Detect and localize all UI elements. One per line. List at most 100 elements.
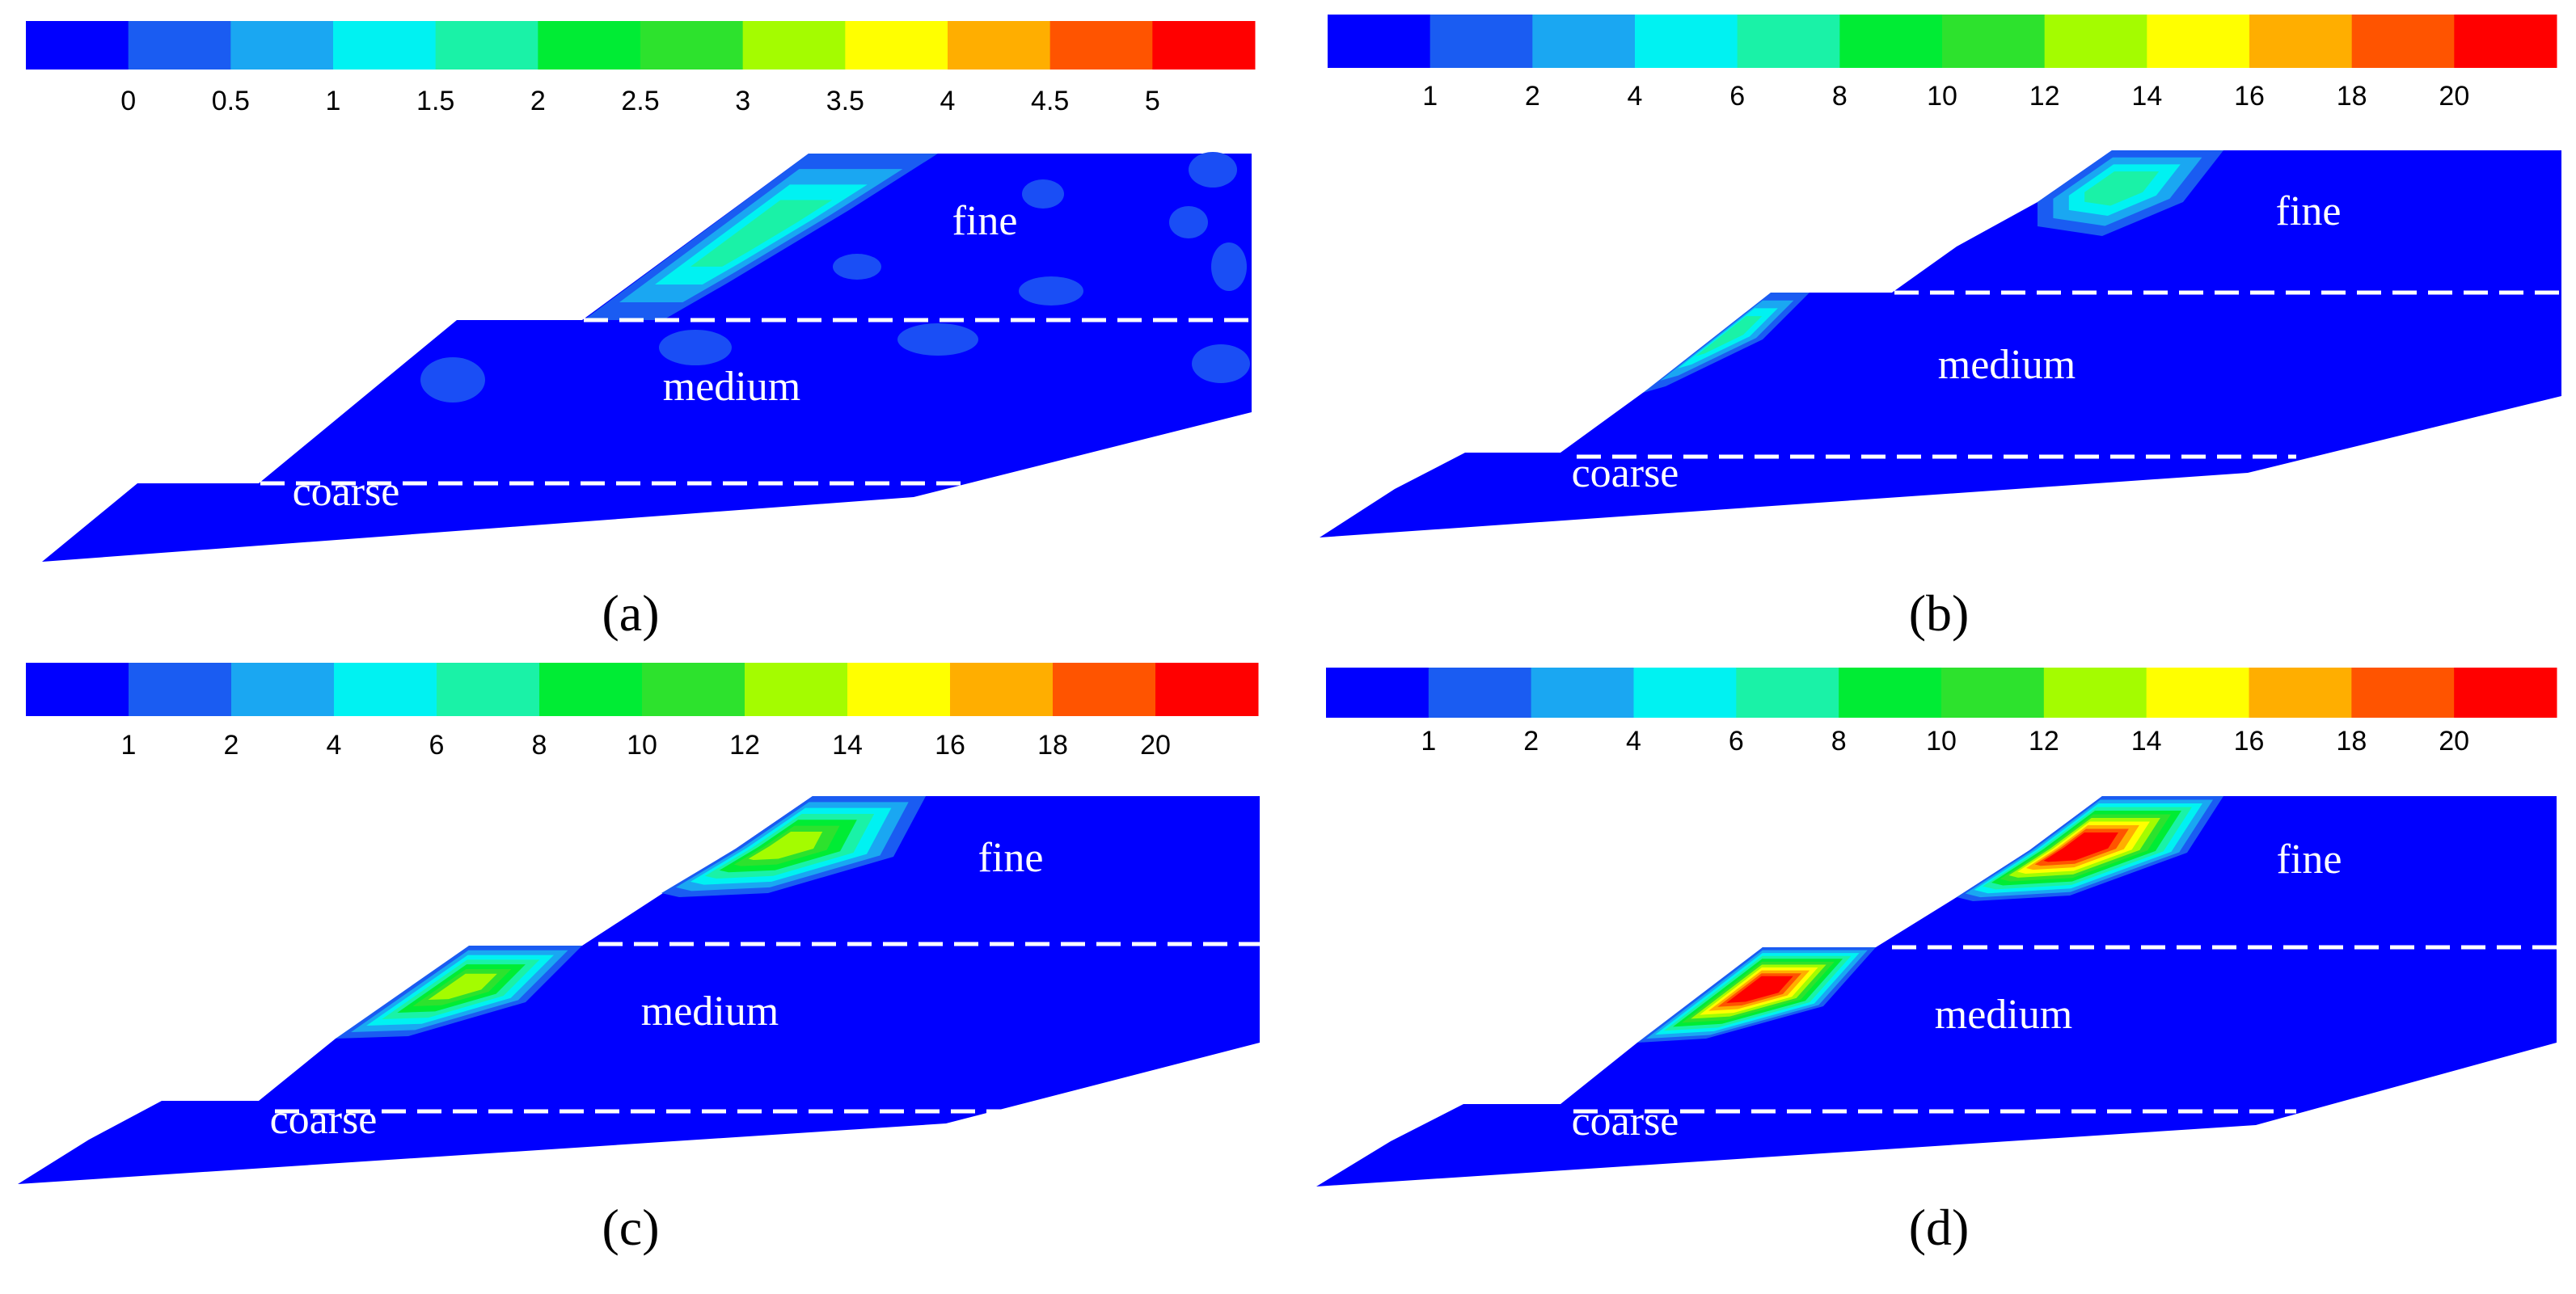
colorbar-swatch-b-9: [2249, 15, 2353, 68]
colorbar-tick-label: 1.5: [416, 86, 454, 116]
colorbar-swatch-d-2: [1531, 668, 1634, 718]
layer-label-medium: medium: [663, 364, 800, 410]
panel-caption-a: (a): [602, 584, 659, 642]
contour-blob: [420, 357, 485, 403]
contour-band-b-a-4: [1695, 316, 1763, 356]
colorbar-tick-label: 20: [2439, 726, 2469, 757]
colorbar-swatch-b-5: [1839, 15, 1943, 68]
layer-label-coarse: coarse: [1572, 1098, 1679, 1144]
layer-label-coarse: coarse: [1572, 450, 1679, 496]
contour-blob: [1192, 344, 1250, 383]
contour-blob: [897, 323, 978, 356]
contour-blob: [1169, 206, 1208, 238]
colorbar-swatch-c-6: [642, 663, 745, 716]
colorbar-tick-label: 2: [1525, 81, 1540, 112]
colorbar-tick-label: 14: [2131, 726, 2162, 757]
colorbar-swatch-a-0: [26, 21, 129, 70]
contour-band-d-b-12: [2052, 836, 2108, 858]
layer-label-medium: medium: [1938, 342, 2076, 388]
colorbar-swatch-c-2: [231, 663, 335, 716]
colorbar-swatch-c-11: [1155, 663, 1259, 716]
colorbar-tick-label: 2: [530, 86, 546, 116]
colorbar-swatch-d-7: [2043, 668, 2147, 718]
colorbar-tick-label: 8: [532, 730, 547, 761]
layer-label-medium: medium: [641, 988, 779, 1035]
colorbar-tick-label: 10: [627, 730, 657, 761]
contour-blob: [1022, 179, 1064, 209]
colorbar-swatch-d-10: [2351, 668, 2455, 718]
colorbar-tick-label: 2: [1523, 726, 1539, 757]
colorbar-swatch-b-6: [1942, 15, 2046, 68]
colorbar-tick-label: 16: [935, 730, 965, 761]
colorbar-swatch-d-5: [1839, 668, 1942, 718]
colorbar-swatch-d-6: [1941, 668, 2045, 718]
colorbar-tick-label: 5: [1145, 86, 1160, 116]
colorbar-tick-label: 18: [1037, 730, 1068, 761]
colorbar-swatch-d-8: [2146, 668, 2249, 718]
panel-caption-d: (d): [1909, 1199, 1970, 1256]
colorbar-swatch-c-3: [334, 663, 437, 716]
colorbar-swatch-b-7: [2044, 15, 2147, 68]
colorbar-tick-label: 4: [327, 730, 342, 761]
colorbar-tick-label: 6: [1729, 726, 1744, 757]
colorbar-tick-label: 1: [326, 86, 341, 116]
colorbar-swatch-d-0: [1326, 668, 1429, 718]
colorbar-tick-label: 14: [832, 730, 863, 761]
colorbar-swatch-c-10: [1053, 663, 1156, 716]
colorbar-tick-label: 4.5: [1031, 86, 1069, 116]
colorbar-b: 1 2 4 6 8 10 12 14 16 18 20: [1328, 15, 2557, 112]
layer-label-fine: fine: [2276, 188, 2342, 234]
colorbar-c: 1 2 4 6 8 10 12 14 16 18 20: [26, 663, 1259, 761]
colorbar-swatch-a-1: [128, 21, 231, 70]
colorbar-swatch-b-8: [2147, 15, 2250, 68]
colorbar-a: 0 0.5 1 1.5 2 2.5 3 3.5 4 4.5 5: [26, 21, 1256, 116]
colorbar-tick-label: 12: [729, 730, 760, 761]
colorbar-tick-label: 10: [1927, 81, 1957, 112]
colorbar-swatch-a-6: [640, 21, 744, 70]
layer-label-coarse: coarse: [270, 1097, 378, 1143]
colorbar-swatch-c-9: [950, 663, 1054, 716]
colorbar-swatch-a-2: [230, 21, 334, 70]
colorbar-swatch-c-5: [539, 663, 643, 716]
contour-blob: [1189, 152, 1237, 188]
contour-band-c-a-7: [428, 973, 497, 1000]
colorbar-tick-label: 8: [1832, 81, 1848, 112]
contour-band-a-a-4: [690, 200, 833, 267]
colorbar-tick-label: 12: [2029, 726, 2059, 757]
colorbar-tick-label: 0.5: [212, 86, 250, 116]
colorbar-swatch-d-1: [1428, 668, 1532, 718]
colorbar-tick-label: 18: [2337, 81, 2367, 112]
colorbar-tick-label: 3: [735, 86, 750, 116]
slope-body-b: [1320, 150, 2561, 537]
colorbar-tick-label: 2: [224, 730, 239, 761]
contour-blob: [1019, 276, 1083, 306]
colorbar-swatch-a-4: [435, 21, 538, 70]
panel-a: 0 0.5 1 1.5 2 2.5 3 3.5 4 4.5 5 fine medium coarse (a): [26, 21, 1256, 642]
colorbar-swatch-d-9: [2249, 668, 2352, 718]
colorbar-swatch-a-3: [333, 21, 437, 70]
colorbar-tick-label: 2.5: [621, 86, 659, 116]
panel-caption-c: (c): [602, 1199, 659, 1256]
colorbar-swatch-a-7: [742, 21, 846, 70]
colorbar-swatch-b-0: [1328, 15, 1431, 68]
slope-body-a: [42, 154, 1252, 562]
colorbar-swatch-c-0: [26, 663, 129, 716]
layer-label-medium: medium: [1935, 992, 2072, 1038]
contour-blob: [833, 254, 881, 280]
colorbar-swatch-c-4: [437, 663, 540, 716]
colorbar-tick-label: 8: [1831, 726, 1847, 757]
colorbar-swatch-b-11: [2454, 15, 2557, 68]
contour-blob: [659, 330, 732, 365]
colorbar-swatch-b-1: [1429, 15, 1533, 68]
contour-blob: [1211, 242, 1247, 291]
colorbar-tick-label: 6: [429, 730, 445, 761]
colorbar-tick-label: 16: [2234, 726, 2265, 757]
slope-body-d: [1316, 796, 2557, 1187]
layer-label-fine: fine: [978, 835, 1044, 881]
contour-band-b-b-4: [2084, 171, 2160, 206]
layer-label-coarse: coarse: [293, 469, 400, 515]
